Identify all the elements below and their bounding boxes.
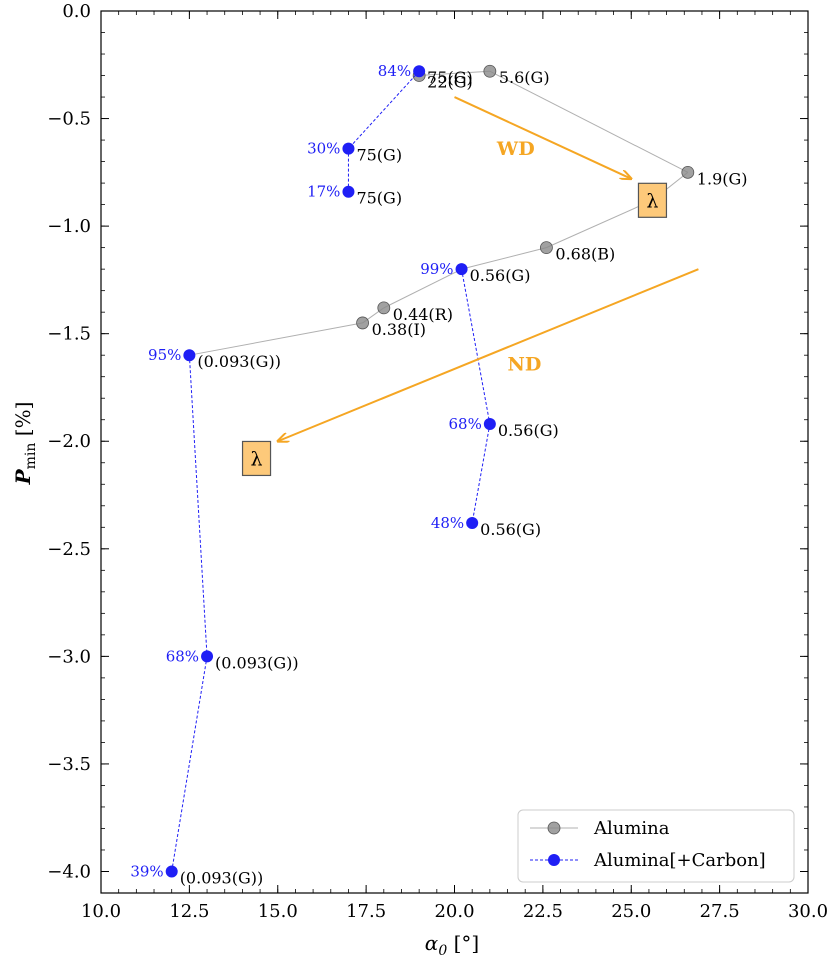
- carbon-percent-label: 95%: [148, 346, 181, 364]
- carbon-point-label: (0.093(G)): [215, 653, 299, 672]
- alumina-line-segment: [189, 322, 363, 356]
- carbon-point: [165, 865, 178, 878]
- x-tick-label: 30.0: [788, 901, 828, 922]
- carbon-point-label: 0.56(G): [480, 520, 541, 539]
- carbon-point-label: 0.56(G): [470, 266, 531, 285]
- carbon-point-label: 75(G): [356, 146, 402, 165]
- wd-arrow: [454, 96, 632, 179]
- legend-label-alumina: Alumina: [593, 818, 670, 839]
- x-tick-label: 22.5: [523, 901, 563, 922]
- lambda-box-2: [241, 440, 272, 477]
- x-tick-label: 27.5: [700, 901, 740, 922]
- y-tick-label: −3.0: [47, 646, 91, 667]
- carbon-point: [183, 349, 196, 362]
- carbon-percent-label: 99%: [420, 260, 453, 278]
- carbon-line-segment: [471, 423, 491, 524]
- carbon-point-label: 0.56(G): [498, 421, 559, 440]
- alumina-line-segment: [461, 247, 547, 270]
- alumina-point-label: 0.38(I): [372, 320, 426, 339]
- carbon-point: [342, 142, 355, 155]
- x-tick-label: 10.0: [81, 901, 121, 922]
- legend-label-carbon: Alumina[+Carbon]: [593, 850, 766, 871]
- wd-label: WD: [496, 138, 535, 160]
- carbon-percent-label: 39%: [130, 862, 163, 880]
- alumina-point-label: 0.44(R): [393, 305, 453, 324]
- series-layer: 22(G) 5.6(G) 1.9(G) 0.68(B) 0.44(R)0.38(I) 84…: [130, 62, 747, 887]
- carbon-percent-label: 84%: [378, 62, 411, 80]
- y-tick-label: −4.0: [47, 861, 91, 882]
- nd-arrow: [278, 268, 699, 441]
- lambda-box-1: [637, 182, 668, 218]
- carbon-line-segment: [461, 269, 491, 425]
- carbon-point-label: 75(G): [356, 189, 402, 208]
- y-tick-label: −1.5: [47, 324, 91, 345]
- lambda-symbol-1: λ: [646, 190, 658, 212]
- alumina-line-segment: [419, 70, 490, 77]
- legend-marker-alumina: [547, 821, 561, 835]
- alumina-point: [377, 301, 391, 315]
- alumina-point-label: 1.9(G): [697, 169, 748, 188]
- carbon-line-segment: [348, 70, 420, 150]
- legend: Alumina Alumina[+Carbon]: [517, 809, 795, 883]
- x-tick-label: 12.5: [169, 901, 209, 922]
- legend-box: [517, 809, 795, 883]
- alumina-line-segment: [383, 268, 462, 309]
- y-axis-title: Pmin [%]: [11, 402, 39, 486]
- carbon-percent-label: 17%: [307, 183, 340, 201]
- carbon-line-segment: [188, 355, 208, 657]
- carbon-percent-label: 68%: [449, 415, 482, 433]
- annotation-layer: WD ND λ λ: [241, 96, 699, 477]
- alumina-point: [540, 241, 553, 255]
- carbon-percent-label: 68%: [166, 647, 199, 665]
- nd-label: ND: [508, 353, 542, 375]
- y-tick-label: −3.5: [47, 754, 91, 775]
- carbon-percent-label: 30%: [307, 140, 340, 158]
- carbon-point-label: (0.093(G)): [197, 352, 281, 371]
- x-axis-title: α0 [°]: [425, 931, 479, 959]
- x-tick-label: 15.0: [258, 901, 298, 922]
- lambda-symbol-2: λ: [251, 448, 263, 470]
- plot-frame: [100, 10, 809, 894]
- carbon-point: [466, 516, 479, 529]
- carbon-point: [413, 65, 426, 78]
- alumina-point-label: 5.6(G): [499, 68, 550, 87]
- legend-marker-carbon: [548, 854, 560, 866]
- y-tick-label: −0.5: [47, 109, 91, 130]
- carbon-point-label: (0.093(G)): [180, 868, 264, 887]
- y-tick-label: 0.0: [62, 1, 91, 22]
- alumina-point-label: 22(G): [427, 73, 473, 92]
- x-tick-label: 20.0: [434, 901, 474, 922]
- x-tick-label: 25.0: [611, 901, 651, 922]
- carbon-point: [201, 650, 214, 663]
- y-tick-label: −1.0: [47, 216, 91, 237]
- y-tick-label: −2.5: [47, 539, 91, 560]
- carbon-point: [342, 185, 355, 198]
- alumina-line-segment: [489, 70, 689, 173]
- alumina-point: [681, 165, 695, 179]
- carbon-point-label: 75(G): [427, 68, 473, 87]
- x-tick-label: 17.5: [346, 901, 386, 922]
- carbon-point: [455, 263, 468, 276]
- alumina-point-label: 0.68(B): [555, 245, 615, 264]
- carbon-percent-label: 48%: [431, 514, 464, 532]
- carbon-line-segment: [171, 656, 208, 872]
- carbon-point: [483, 418, 496, 431]
- x-axis-title-sub: 0: [438, 943, 447, 959]
- y-tick-label: −2.0: [47, 431, 91, 452]
- alumina-point: [483, 64, 497, 78]
- alumina-line-segment: [546, 199, 653, 249]
- alumina-point: [356, 316, 369, 330]
- axes: 10.0 12.5 15.0 17.5 20.0 22.5 25.0 27.5 30.0 0.0 −…: [47, 1, 828, 922]
